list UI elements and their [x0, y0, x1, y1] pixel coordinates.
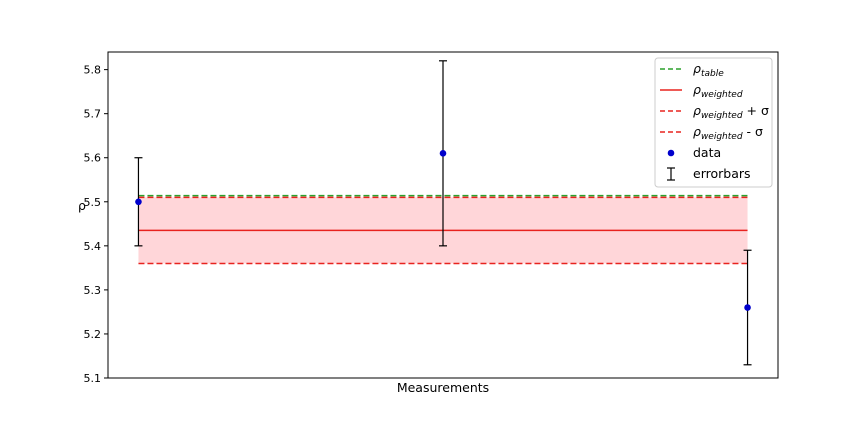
data-point	[439, 150, 447, 157]
x-axis-label: Measurements	[397, 380, 489, 395]
legend-label: data	[693, 145, 721, 160]
y-tick-label: 5.4	[84, 240, 102, 253]
y-tick-label: 5.8	[84, 64, 102, 77]
y-tick-label: 5.1	[84, 372, 102, 385]
y-tick-label: 5.3	[84, 284, 102, 297]
legend-label: errorbars	[693, 166, 751, 181]
legend-box	[654, 57, 773, 188]
axes-frame	[107, 51, 779, 379]
legend: ρtable ρweighted ρweighted + σ ρweighted - …	[654, 57, 773, 188]
y-axis-label: ρ	[78, 198, 86, 213]
legend-label: ρweighted + σ	[693, 103, 769, 121]
y-tick-label: 5.6	[84, 152, 102, 165]
y-tick-label: 5.7	[84, 108, 102, 121]
legend-label: ρweighted	[693, 82, 743, 100]
data-points-layer	[134, 60, 752, 366]
y-tick-label: 5.2	[84, 328, 102, 341]
legend-label: ρtable	[693, 61, 724, 79]
data-point	[135, 198, 142, 206]
y-tick-label: 5.5	[84, 196, 102, 209]
legend-handle-data	[667, 149, 675, 157]
y-ticks-layer: 5.1 5.2 5.3 5.4 5.5 5.6 5.7 5.8	[84, 64, 108, 385]
legend-label: ρweighted - σ	[693, 124, 763, 142]
data-point	[744, 304, 751, 311]
